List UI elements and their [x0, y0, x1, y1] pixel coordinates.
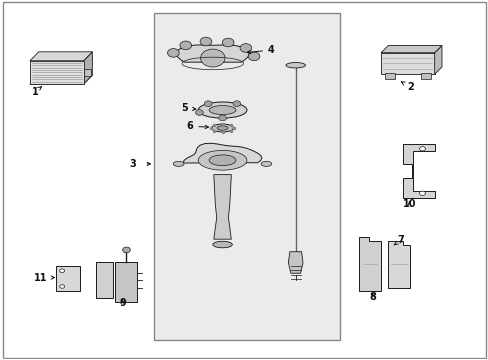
Polygon shape — [30, 52, 92, 61]
Text: 4: 4 — [247, 45, 274, 55]
Text: 1: 1 — [31, 87, 41, 97]
Polygon shape — [96, 262, 113, 298]
Polygon shape — [115, 262, 137, 302]
Text: 8: 8 — [368, 292, 375, 302]
Text: 11: 11 — [34, 273, 54, 283]
Ellipse shape — [285, 63, 305, 68]
Ellipse shape — [209, 155, 236, 166]
Circle shape — [222, 38, 234, 47]
Circle shape — [419, 191, 425, 195]
Polygon shape — [56, 266, 80, 291]
Ellipse shape — [217, 126, 227, 130]
Circle shape — [204, 101, 212, 107]
Ellipse shape — [198, 102, 246, 118]
Circle shape — [60, 285, 64, 288]
Ellipse shape — [212, 241, 232, 248]
Circle shape — [200, 37, 211, 46]
Circle shape — [122, 247, 130, 253]
Ellipse shape — [211, 124, 233, 132]
Circle shape — [240, 44, 251, 52]
Ellipse shape — [173, 161, 183, 166]
Polygon shape — [213, 175, 231, 239]
Polygon shape — [402, 144, 434, 198]
Circle shape — [248, 52, 259, 61]
Text: 6: 6 — [186, 121, 208, 131]
Text: 10: 10 — [402, 199, 415, 210]
Bar — [385, 73, 394, 78]
Polygon shape — [83, 52, 92, 84]
Circle shape — [180, 41, 191, 50]
Circle shape — [232, 101, 240, 107]
Polygon shape — [183, 143, 262, 163]
Circle shape — [218, 115, 226, 121]
Circle shape — [200, 49, 224, 67]
Polygon shape — [434, 45, 441, 74]
Ellipse shape — [261, 161, 271, 166]
Circle shape — [195, 110, 203, 115]
Bar — [420, 73, 430, 78]
Bar — [154, 13, 339, 339]
Text: 2: 2 — [401, 82, 413, 92]
Polygon shape — [387, 241, 409, 288]
Text: 5: 5 — [181, 103, 195, 113]
Polygon shape — [83, 69, 91, 76]
Circle shape — [60, 269, 64, 273]
Polygon shape — [176, 45, 249, 62]
Text: 3: 3 — [129, 159, 136, 169]
Ellipse shape — [198, 150, 246, 170]
Polygon shape — [288, 252, 303, 273]
Text: 7: 7 — [393, 235, 403, 245]
Polygon shape — [30, 75, 92, 84]
Polygon shape — [30, 61, 83, 84]
Ellipse shape — [209, 105, 236, 114]
Polygon shape — [380, 45, 441, 53]
Circle shape — [419, 147, 425, 151]
Circle shape — [167, 49, 179, 57]
Polygon shape — [358, 237, 380, 291]
Polygon shape — [380, 53, 434, 74]
Text: 9: 9 — [119, 298, 126, 308]
